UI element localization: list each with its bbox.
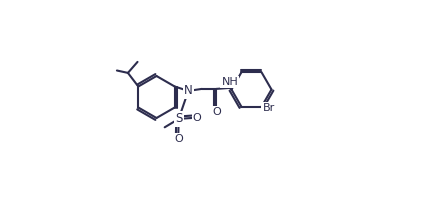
Text: S: S	[175, 112, 182, 125]
Text: O: O	[193, 113, 202, 123]
Text: O: O	[174, 134, 183, 144]
Text: O: O	[212, 107, 221, 117]
Text: N: N	[184, 84, 193, 97]
Text: Br: Br	[263, 103, 275, 113]
Text: NH: NH	[221, 77, 238, 87]
